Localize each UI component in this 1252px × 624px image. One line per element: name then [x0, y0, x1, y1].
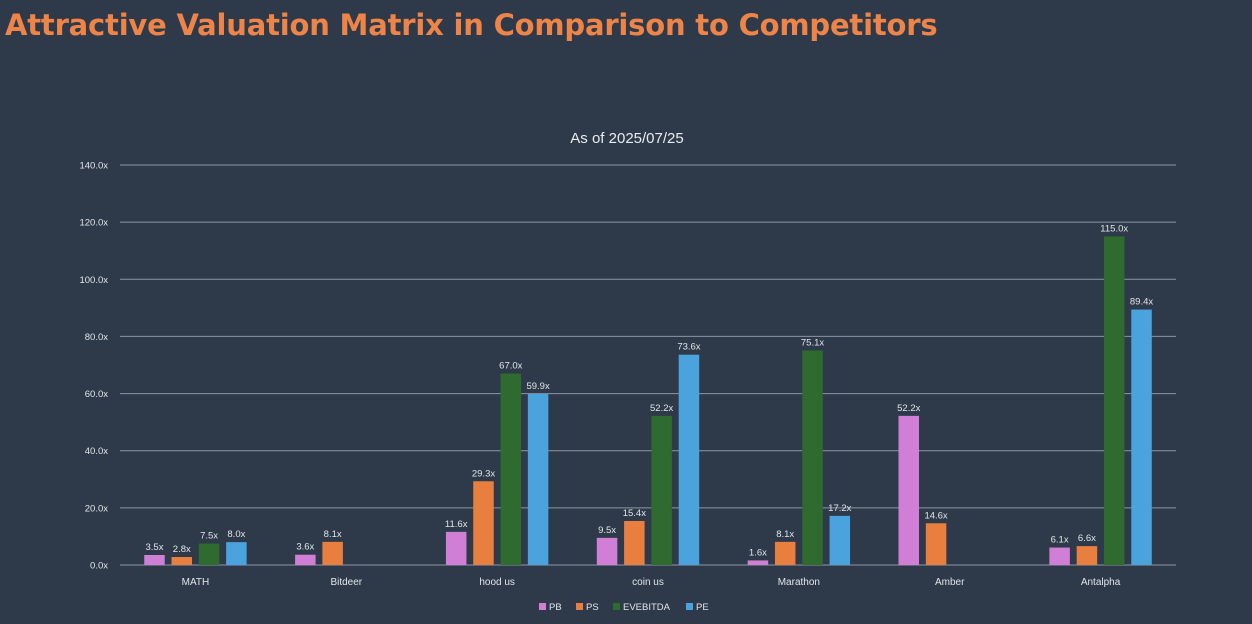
- data-label: 17.2x: [828, 503, 851, 514]
- data-label: 67.0x: [499, 361, 522, 372]
- y-tick-label: 120.0x: [79, 218, 108, 229]
- data-label: 75.1x: [801, 337, 824, 348]
- bar-ps-hood-us: [473, 481, 494, 565]
- data-label: 8.1x: [324, 529, 342, 540]
- data-label: 8.0x: [227, 529, 245, 540]
- bar-evebitda-antalpha: [1103, 236, 1125, 565]
- legend-label-pb: PB: [549, 602, 562, 613]
- data-label: 115.0x: [1100, 223, 1128, 234]
- bar-pb-math: [144, 555, 165, 565]
- legend-label-ps: PS: [586, 602, 599, 613]
- bar-ps-bitdeer: [322, 541, 343, 565]
- bar-ps-math: [171, 557, 193, 565]
- data-label: 7.5x: [200, 531, 218, 542]
- x-tick-label: hood us: [479, 577, 515, 588]
- data-label: 14.6x: [924, 510, 947, 521]
- bars: [144, 236, 1152, 565]
- bar-pe-coin-us: [678, 354, 700, 565]
- data-label: 15.4x: [623, 508, 646, 519]
- data-label: 6.1x: [1051, 535, 1069, 546]
- gridlines: [120, 164, 1176, 566]
- data-label: 2.8x: [173, 544, 191, 555]
- data-label: 9.5x: [598, 525, 616, 536]
- data-label: 59.9x: [526, 381, 549, 392]
- bar-ps-coin-us: [624, 521, 645, 565]
- bar-pe-antalpha: [1131, 309, 1152, 565]
- bar-evebitda-coin-us: [651, 415, 672, 565]
- bar-ps-antalpha: [1076, 546, 1098, 565]
- bar-evebitda-math: [198, 543, 220, 565]
- bar-pb-bitdeer: [295, 554, 316, 565]
- y-tick-label: 80.0x: [85, 332, 108, 343]
- legend-swatch-evebitda: [613, 603, 620, 610]
- legend-swatch-ps: [576, 603, 583, 610]
- bar-evebitda-marathon: [802, 350, 823, 565]
- data-label: 6.6x: [1078, 533, 1096, 544]
- x-tick-label: coin us: [632, 577, 664, 588]
- bar-pe-hood-us: [527, 393, 549, 565]
- data-label: 52.2x: [650, 403, 673, 414]
- page-title: Attractive Valuation Matrix in Compariso…: [5, 8, 938, 42]
- bar-pe-marathon: [829, 515, 851, 565]
- y-tick-label: 100.0x: [79, 275, 108, 286]
- x-tick-label: MATH: [182, 577, 210, 588]
- legend: PB PS EVEBITDA PE: [539, 602, 709, 613]
- bar-evebitda-hood-us: [500, 373, 522, 565]
- bar-pb-amber: [898, 415, 920, 565]
- data-label: 52.2x: [897, 403, 920, 414]
- legend-swatch-pe: [686, 603, 693, 610]
- x-tick-label: Marathon: [778, 577, 820, 588]
- data-labels: 3.5x 2.8x 7.5x 8.0x 3.6x 8.1x 11.6x 29.3x 67.0x 5…: [145, 223, 1153, 558]
- bar-pb-coin-us: [596, 537, 618, 565]
- data-label: 8.1x: [776, 529, 794, 540]
- y-tick-label: 140.0x: [79, 161, 108, 172]
- y-axis: 0.0x 20.0x 40.0x 60.0x 80.0x 100.0x 120.0x 140.…: [79, 161, 108, 572]
- data-label: 89.4x: [1130, 297, 1153, 308]
- y-tick-label: 0.0x: [90, 561, 108, 572]
- legend-swatch-pb: [539, 603, 546, 610]
- legend-label-evebitda: EVEBITDA: [623, 602, 671, 613]
- x-tick-label: Bitdeer: [330, 577, 362, 588]
- x-tick-label: Antalpha: [1081, 577, 1121, 588]
- bar-pe-math: [226, 542, 247, 565]
- data-label: 1.6x: [749, 547, 767, 558]
- y-tick-label: 20.0x: [85, 503, 108, 514]
- data-label: 11.6x: [445, 519, 468, 530]
- data-label: 3.5x: [145, 542, 163, 553]
- y-tick-label: 60.0x: [85, 389, 108, 400]
- bar-ps-amber: [925, 523, 947, 565]
- bar-ps-marathon: [774, 541, 796, 565]
- y-tick-label: 40.0x: [85, 446, 108, 457]
- data-label: 73.6x: [677, 342, 700, 353]
- legend-label-pe: PE: [696, 602, 709, 613]
- chart-title: As of 2025/07/25: [570, 130, 683, 147]
- bar-pb-marathon: [747, 560, 769, 565]
- data-label: 29.3x: [472, 468, 495, 479]
- x-axis: MATH Bitdeer hood us coin us Marathon Amber An…: [182, 577, 1121, 588]
- x-tick-label: Amber: [935, 577, 965, 588]
- data-label: 3.6x: [296, 542, 314, 553]
- bar-pb-antalpha: [1049, 547, 1070, 565]
- bar-pb-hood-us: [445, 531, 467, 565]
